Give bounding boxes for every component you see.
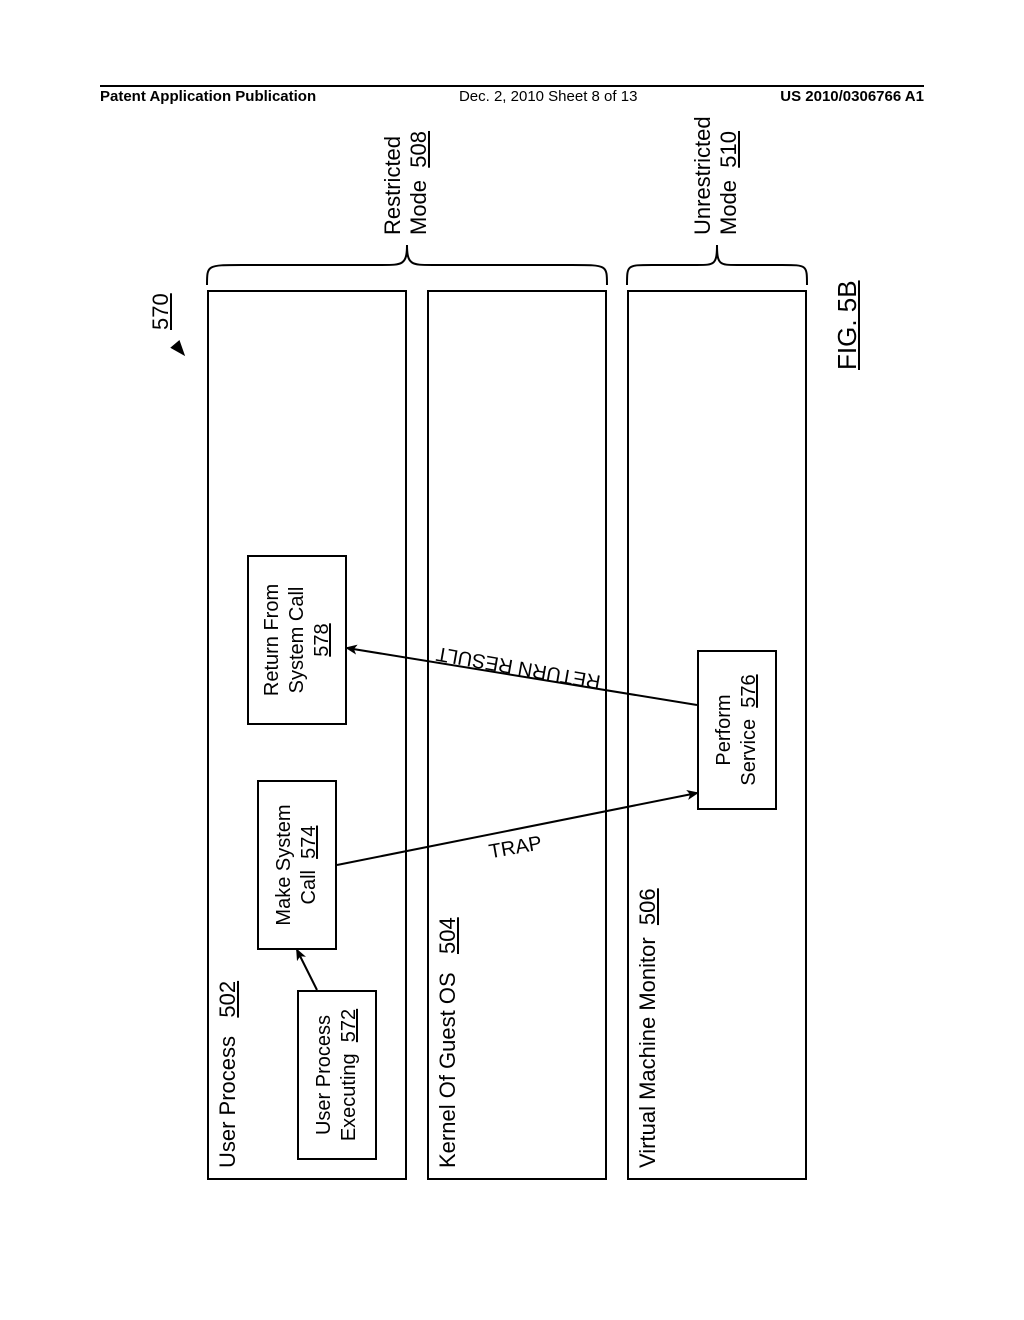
box-make-system-call: Make System Call 574 — [257, 780, 337, 950]
header-center: Dec. 2, 2010 Sheet 8 of 13 — [459, 88, 637, 105]
lane-user-title: User Process — [215, 1036, 240, 1168]
lane-kernel-label: Kernel Of Guest OS 504 — [435, 917, 461, 1168]
mode-restricted: Restricted Mode 508 — [380, 131, 433, 235]
mode-unrestricted-l2-wrap: Mode 510 — [716, 116, 742, 235]
mode-unrestricted-num: 510 — [716, 131, 741, 168]
mode-unrestricted: Unrestricted Mode 510 — [690, 116, 743, 235]
box-svc-num: 576 — [738, 674, 760, 707]
mode-unrestricted-l1: Unrestricted — [690, 116, 716, 235]
lane-vmm-num: 506 — [635, 888, 660, 925]
header-right: US 2010/0306766 A1 — [780, 88, 924, 105]
lane-user-label: User Process 502 — [215, 981, 241, 1168]
box-exec-line1: User Process — [312, 1015, 337, 1135]
mode-restricted-num: 508 — [406, 131, 431, 168]
mode-restricted-l2-wrap: Mode 508 — [406, 131, 432, 235]
page-header: Patent Application Publication Dec. 2, 2… — [100, 88, 924, 105]
figure-label: FIG. 5B — [832, 280, 863, 370]
diagram-inner: 570 User Process 502 Kernel Of Guest OS … — [132, 120, 892, 1200]
lane-vmm-label: Virtual Machine Monitor 506 — [635, 888, 661, 1168]
box-exec-line2: Executing — [338, 1053, 360, 1141]
lane-vmm-title: Virtual Machine Monitor — [635, 937, 660, 1168]
mode-restricted-l1: Restricted — [380, 131, 406, 235]
header-left: Patent Application Publication — [100, 88, 316, 105]
box-svc-line2-wrap: Service 576 — [737, 674, 762, 785]
box-perform-service: Perform Service 576 — [697, 650, 777, 810]
box-make-line2-wrap: Call 574 — [297, 826, 322, 905]
box-exec-line2-wrap: Executing 572 — [337, 1009, 362, 1141]
box-make-line2: Call — [298, 870, 320, 904]
ref-arrow-icon — [170, 340, 189, 360]
box-ret-line2: System Call — [285, 587, 310, 694]
box-ret-num: 578 — [311, 623, 333, 656]
lane-kernel-title: Kernel Of Guest OS — [435, 972, 460, 1168]
box-make-num: 574 — [298, 826, 320, 859]
page: Patent Application Publication Dec. 2, 2… — [0, 0, 1024, 1320]
lane-kernel-num: 504 — [435, 917, 460, 954]
box-make-line1: Make System — [272, 804, 297, 925]
box-exec-num: 572 — [338, 1009, 360, 1042]
lane-kernel: Kernel Of Guest OS 504 — [427, 290, 607, 1180]
lane-user-num: 502 — [215, 981, 240, 1018]
header-rule — [100, 85, 924, 87]
mode-restricted-l2: Mode — [406, 180, 431, 235]
mode-unrestricted-l2: Mode — [716, 180, 741, 235]
box-user-process-executing: User Process Executing 572 — [297, 990, 377, 1160]
box-svc-line2: Service — [738, 719, 760, 786]
box-return-from-system-call: Return From System Call 578 — [247, 555, 347, 725]
diagram-rotated: 570 User Process 502 Kernel Of Guest OS … — [132, 120, 892, 1200]
ref-number-570: 570 — [148, 293, 174, 330]
box-ret-line1: Return From — [260, 584, 285, 696]
box-svc-line1: Perform — [712, 694, 737, 765]
